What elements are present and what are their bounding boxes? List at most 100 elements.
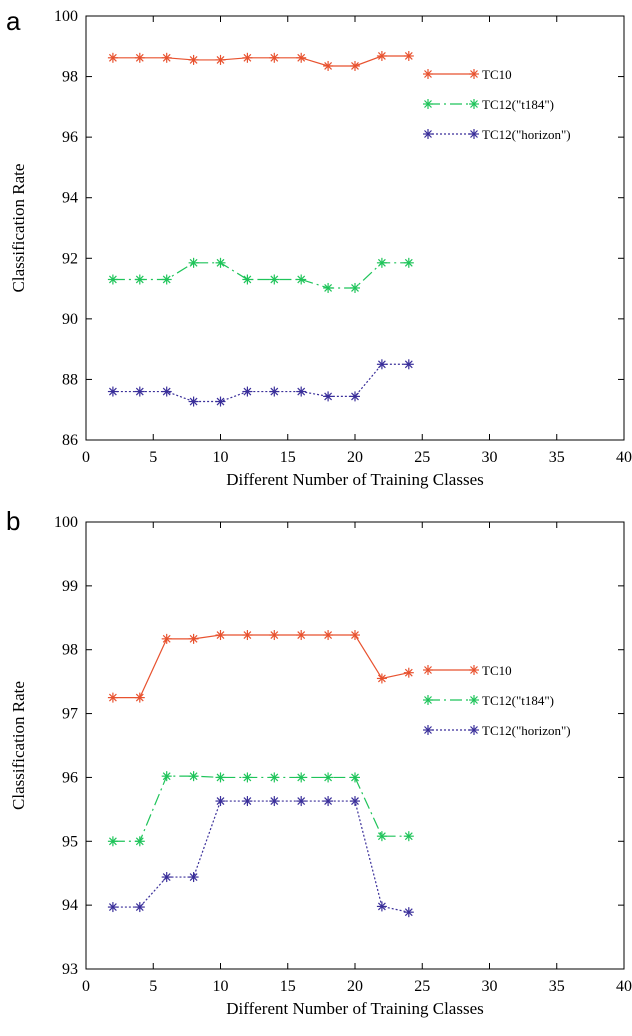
legend-marker (423, 725, 433, 735)
data-point (376, 50, 387, 61)
plot-frame (85, 15, 625, 441)
legend-label: TC12("t184") (482, 693, 554, 708)
legend-marker (423, 695, 433, 705)
legend-marker (469, 665, 479, 675)
data-point (134, 836, 145, 847)
data-point (403, 907, 414, 918)
data-point (323, 60, 334, 71)
data-point (350, 60, 360, 71)
y-tick-label: 98 (62, 642, 78, 659)
data-point (242, 796, 253, 807)
chart-panel-a: a 0 5 10 15 20 25 30 35 40 86 88 90 92 94 96 98 100 Differ… (6, 6, 632, 489)
data-point (134, 52, 145, 63)
y-tick-label: 94 (62, 897, 78, 914)
data-point (107, 52, 118, 63)
x-tick-label: 35 (549, 978, 565, 995)
data-point (242, 772, 253, 783)
data-point (350, 391, 360, 402)
data-point (134, 692, 145, 703)
data-point (107, 386, 118, 397)
x-tick-label: 15 (280, 449, 296, 466)
data-point (323, 796, 334, 807)
series-1 (107, 771, 414, 847)
data-point (188, 771, 199, 782)
data-point (161, 633, 172, 644)
data-point (323, 772, 334, 783)
x-tick-label: 20 (347, 978, 363, 995)
data-point (296, 796, 307, 807)
panel-letter: b (6, 506, 20, 536)
data-point (134, 902, 145, 913)
data-point (269, 772, 280, 783)
data-point (269, 386, 280, 397)
data-point (161, 771, 172, 782)
x-tick-label: 15 (280, 978, 296, 995)
legend-label: TC10 (482, 67, 512, 82)
data-point (134, 386, 145, 397)
data-point (376, 673, 387, 684)
y-tick-label: 100 (54, 514, 78, 531)
data-point (161, 52, 172, 63)
data-point (323, 282, 334, 293)
x-tick-label: 40 (616, 978, 632, 995)
y-tick-label: 93 (62, 961, 78, 978)
data-point (269, 274, 280, 285)
data-point (296, 630, 307, 641)
y-tick-label: 95 (62, 833, 78, 850)
y-tick-label: 94 (62, 190, 78, 207)
legend-marker (469, 69, 479, 79)
data-point (350, 630, 360, 641)
y-tick-label: 86 (62, 432, 78, 449)
x-tick-label: 0 (82, 978, 90, 995)
series-1 (107, 257, 414, 293)
data-point (403, 831, 414, 842)
data-point (376, 257, 387, 268)
x-tick-label: 30 (482, 449, 498, 466)
x-axis-title: Different Number of Training Classes (226, 999, 484, 1018)
legend-marker (423, 665, 433, 675)
data-point (188, 872, 199, 883)
y-tick-label: 96 (62, 769, 78, 786)
x-tick-label: 25 (414, 449, 430, 466)
x-axis-title: Different Number of Training Classes (226, 470, 484, 489)
series-line (112, 800, 409, 913)
series-2 (107, 359, 414, 407)
legend-marker (423, 99, 433, 109)
x-tick-label: 20 (347, 449, 363, 466)
data-point (215, 630, 226, 641)
data-point (134, 274, 145, 285)
y-tick-label: 96 (62, 129, 78, 146)
data-point (242, 52, 253, 63)
x-tick-label: 35 (549, 449, 565, 466)
series-line (112, 262, 409, 289)
data-point (107, 692, 118, 703)
plot-frame (85, 521, 625, 970)
series-line (112, 634, 409, 699)
data-point (215, 396, 226, 407)
data-point (376, 901, 387, 912)
legend-label: TC12("t184") (482, 97, 554, 112)
series-0 (107, 50, 414, 71)
series-line (112, 363, 409, 403)
legend-marker (423, 129, 433, 139)
series-0 (107, 630, 414, 703)
legend-label: TC10 (482, 663, 512, 678)
data-point (296, 386, 307, 397)
data-point (161, 274, 172, 285)
data-point (242, 386, 253, 397)
y-axis-title: Classification Rate (9, 164, 28, 293)
data-point (350, 282, 360, 293)
y-tick-label: 90 (62, 311, 78, 328)
series-2 (107, 796, 414, 918)
data-point (296, 772, 307, 783)
y-tick-label: 88 (62, 371, 78, 388)
x-tick-label: 0 (82, 449, 90, 466)
y-tick-label: 99 (62, 578, 78, 595)
data-point (350, 772, 360, 783)
legend-marker (469, 99, 479, 109)
legend-label: TC12("horizon") (482, 127, 571, 142)
data-point (296, 274, 307, 285)
chart-panel-b: b 0 5 10 15 20 25 30 35 40 93 94 95 96 97 98 99 100 Differ… (6, 506, 632, 1018)
legend-marker (423, 69, 433, 79)
